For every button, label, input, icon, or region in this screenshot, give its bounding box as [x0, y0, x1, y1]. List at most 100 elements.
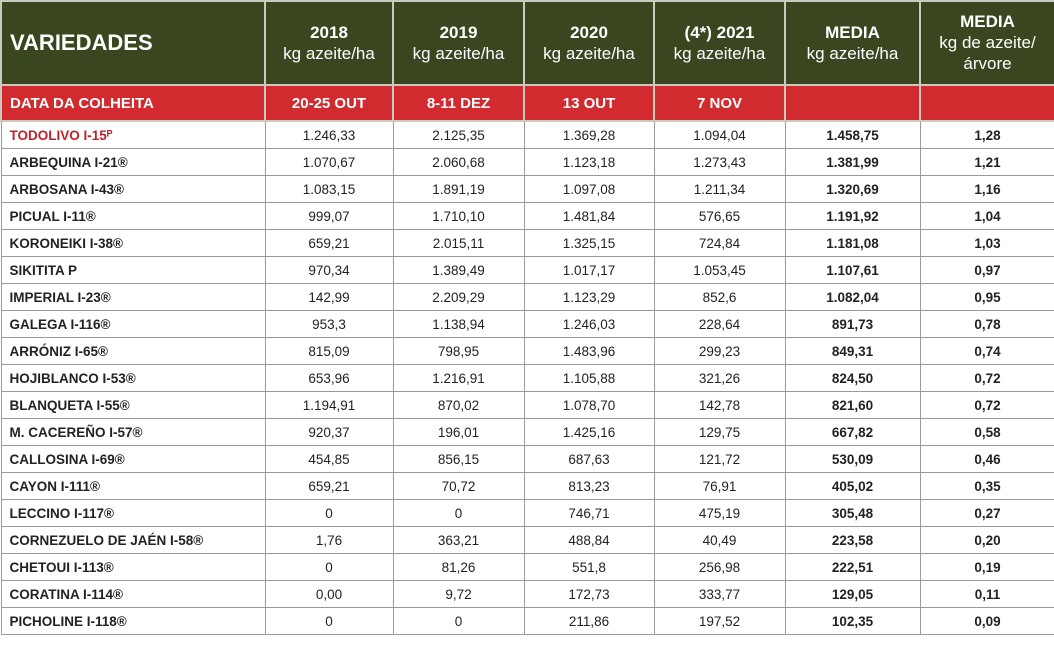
value-2018: 142,99 [264, 283, 394, 311]
media-ha: 824,50 [784, 364, 921, 392]
variety-name: KORONEIKI I-38® [0, 229, 266, 257]
value-2018: 0 [264, 553, 394, 581]
table-row: KORONEIKI I-38® 659,21 2.015,11 1.325,15 724… [0, 229, 1054, 257]
value-2021: 1.273,43 [653, 148, 786, 176]
table-row: SIKITITA P 970,34 1.389,49 1.017,17 1.053,45… [0, 256, 1054, 284]
value-2021: 256,98 [653, 553, 786, 581]
olive-yield-table: VARIEDADES 2018 kg azeite/ha 2019 kg azeit… [0, 0, 1054, 635]
media-tree: 0,72 [919, 391, 1054, 419]
value-2018: 1.083,15 [264, 175, 394, 203]
value-2021: 121,72 [653, 445, 786, 473]
value-2019: 9,72 [392, 580, 525, 608]
header-row: VARIEDADES 2018 kg azeite/ha 2019 kg azeit… [0, 0, 1054, 86]
variety-name: CORATINA I-114® [0, 580, 266, 608]
media-ha: 223,58 [784, 526, 921, 554]
variety-name: M. CACEREÑO I-57® [0, 418, 266, 446]
value-2021: 333,77 [653, 580, 786, 608]
variety-name: LECCINO I-117® [0, 499, 266, 527]
col-2020-header: 2020 kg azeite/ha [523, 0, 655, 86]
table-row: IMPERIAL I-23® 142,99 2.209,29 1.123,29 852,… [0, 283, 1054, 311]
media-tree: 1,04 [919, 202, 1054, 230]
harvest-date-2021: 7 NOV [653, 84, 786, 122]
media-ha: 1.082,04 [784, 283, 921, 311]
value-2020: 746,71 [523, 499, 655, 527]
value-2018: 1,76 [264, 526, 394, 554]
value-2021: 299,23 [653, 337, 786, 365]
media-tree: 0,72 [919, 364, 1054, 392]
value-2021: 1.211,34 [653, 175, 786, 203]
value-2020: 1.078,70 [523, 391, 655, 419]
variety-name: TODOLIVO I-15ᴾ [0, 120, 266, 149]
value-2019: 81,26 [392, 553, 525, 581]
value-2019: 2.015,11 [392, 229, 525, 257]
media-tree: 1,16 [919, 175, 1054, 203]
table-row: ARRÓNIZ I-65® 815,09 798,95 1.483,96 299,23 8… [0, 337, 1054, 365]
media-ha: 305,48 [784, 499, 921, 527]
value-2021: 724,84 [653, 229, 786, 257]
value-2020: 687,63 [523, 445, 655, 473]
value-2021: 321,26 [653, 364, 786, 392]
value-2018: 659,21 [264, 229, 394, 257]
media-tree: 0,19 [919, 553, 1054, 581]
value-2019: 363,21 [392, 526, 525, 554]
value-2019: 1.710,10 [392, 202, 525, 230]
media-ha: 1.191,92 [784, 202, 921, 230]
media-tree: 0,78 [919, 310, 1054, 338]
table-row: CAYON I-111® 659,21 70,72 813,23 76,91 405,02… [0, 472, 1054, 500]
value-2019: 1.891,19 [392, 175, 525, 203]
value-2020: 1.123,29 [523, 283, 655, 311]
media-tree: 1,21 [919, 148, 1054, 176]
harvest-date-media-ha [784, 84, 921, 122]
media-ha: 222,51 [784, 553, 921, 581]
variety-name: CHETOUI I-113® [0, 553, 266, 581]
value-2021: 1.053,45 [653, 256, 786, 284]
media-tree: 0,46 [919, 445, 1054, 473]
table-row: CORNEZUELO DE JAÉN I-58® 1,76 363,21 488,84… [0, 526, 1054, 554]
value-2021: 1.094,04 [653, 120, 786, 149]
value-2020: 1.483,96 [523, 337, 655, 365]
value-2020: 488,84 [523, 526, 655, 554]
media-ha: 1.381,99 [784, 148, 921, 176]
media-ha: 530,09 [784, 445, 921, 473]
value-2021: 576,65 [653, 202, 786, 230]
media-tree: 1,03 [919, 229, 1054, 257]
value-2019: 870,02 [392, 391, 525, 419]
harvest-date-row: DATA DA COLHEITA 20-25 OUT 8-11 DEZ 13 O… [0, 84, 1054, 122]
value-2021: 76,91 [653, 472, 786, 500]
variety-name: IMPERIAL I-23® [0, 283, 266, 311]
value-2018: 970,34 [264, 256, 394, 284]
value-2020: 1.097,08 [523, 175, 655, 203]
value-2018: 0,00 [264, 580, 394, 608]
value-2021: 475,19 [653, 499, 786, 527]
value-2018: 1.246,33 [264, 120, 394, 149]
table-row: GALEGA I-116® 953,3 1.138,94 1.246,03 228,64… [0, 310, 1054, 338]
table-row: ARBEQUINA I-21® 1.070,67 2.060,68 1.123,18 1… [0, 148, 1054, 176]
variety-name: HOJIBLANCO I-53® [0, 364, 266, 392]
media-tree: 0,27 [919, 499, 1054, 527]
value-2020: 172,73 [523, 580, 655, 608]
media-ha: 1.320,69 [784, 175, 921, 203]
value-2019: 2.125,35 [392, 120, 525, 149]
value-2020: 813,23 [523, 472, 655, 500]
value-2020: 1.246,03 [523, 310, 655, 338]
col-2018-header: 2018 kg azeite/ha [264, 0, 394, 86]
col-media-tree-header: MEDIA kg de azeite/árvore [919, 0, 1054, 86]
media-tree: 1,28 [919, 120, 1054, 149]
col-media-ha-header: MEDIA kg azeite/ha [784, 0, 921, 86]
variety-name: SIKITITA P [0, 256, 266, 284]
harvest-date-media-tree [919, 84, 1054, 122]
table-row: ARBOSANA I-43® 1.083,15 1.891,19 1.097,08 1.… [0, 175, 1054, 203]
media-tree: 0,09 [919, 607, 1054, 635]
media-ha: 129,05 [784, 580, 921, 608]
value-2018: 0 [264, 607, 394, 635]
media-tree: 0,74 [919, 337, 1054, 365]
media-ha: 821,60 [784, 391, 921, 419]
media-ha: 1.107,61 [784, 256, 921, 284]
value-2021: 129,75 [653, 418, 786, 446]
value-2021: 40,49 [653, 526, 786, 554]
table-row: PICUAL I-11® 999,07 1.710,10 1.481,84 576,65… [0, 202, 1054, 230]
table-row: CORATINA I-114® 0,00 9,72 172,73 333,77 129,0… [0, 580, 1054, 608]
value-2019: 1.138,94 [392, 310, 525, 338]
table-row: CHETOUI I-113® 0 81,26 551,8 256,98 222,51 0,1… [0, 553, 1054, 581]
value-2018: 1.070,67 [264, 148, 394, 176]
